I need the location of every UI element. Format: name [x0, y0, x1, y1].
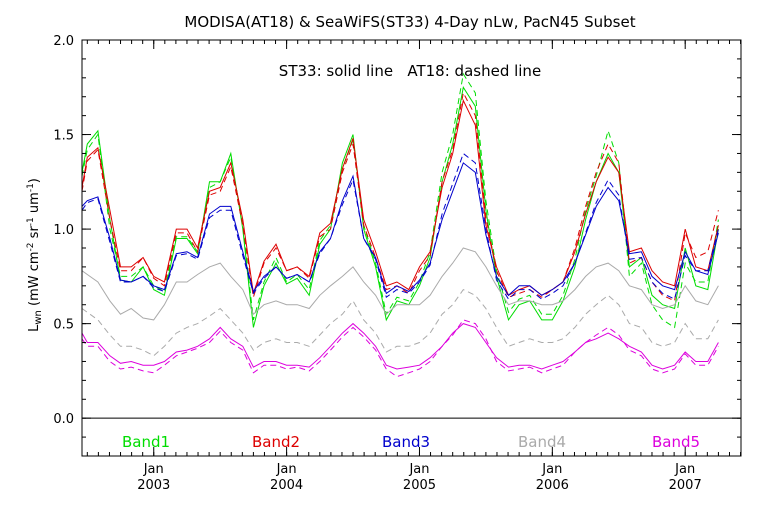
y-axis-label: Lwn (mW cm-2 sr-1 um-1) [26, 178, 44, 332]
x-tick-month-label: Jan [674, 462, 695, 477]
y-tick-label: 0.0 [53, 412, 74, 427]
x-tick-month-label: Jan [408, 462, 429, 477]
y-axis-label-unit-4: ) [27, 178, 42, 183]
legend-item-band5: Band5 [652, 433, 700, 451]
y-tick-label: 1.5 [53, 129, 74, 144]
x-tick-month-label: Jan [541, 462, 562, 477]
series-line-band3-at18 [81, 152, 719, 300]
series-line-band3-st33 [81, 162, 719, 297]
x-tick-month-label: Jan [276, 462, 297, 477]
y-axis-label-exp-3: -1 [26, 183, 36, 192]
y-axis-label-base: L [27, 324, 42, 332]
y-axis-label-unit-1: (mW cm [27, 251, 42, 310]
series-line-band5-st33 [81, 322, 719, 370]
y-axis-label-unit-3: um [27, 192, 42, 217]
plot-area: 0.00.51.01.52.0 Jan2003Jan2004Jan2005Jan… [53, 34, 742, 493]
legend-item-band3: Band3 [382, 433, 430, 451]
series-line-band1-st33 [81, 85, 719, 328]
series-line-band4-st33 [81, 247, 719, 321]
x-tick-year-label: 2004 [270, 478, 303, 493]
series-layer [81, 72, 719, 378]
x-tick-year-label: 2005 [403, 478, 436, 493]
y-axis-label-exp-2: -1 [26, 217, 36, 226]
legend-item-band1: Band1 [122, 433, 170, 451]
y-tick-label: 0.5 [53, 318, 74, 333]
series-line-band5-at18 [81, 319, 719, 378]
x-tick-year-label: 2007 [669, 478, 702, 493]
legend-item-band4: Band4 [518, 433, 566, 451]
y-axis-label-unit-2: sr [27, 226, 42, 243]
y-tick-label: 1.0 [53, 223, 74, 238]
y-tick-label: 2.0 [53, 34, 74, 49]
y-axis-label-subscript: wn [33, 310, 44, 325]
chart-title: MODISA(AT18) & SeaWiFS(ST33) 4-Day nLw, … [184, 13, 635, 31]
line-style-annotation: ST33: solid line AT18: dashed line [279, 62, 541, 80]
y-axis-ticks: 0.0 0.5 1.0 1.5 2.0 [53, 34, 741, 457]
legend: Band1 Band2 Band3 Band4 Band5 [122, 433, 700, 451]
x-tick-month-label: Jan [143, 462, 164, 477]
series-line-band4-at18 [81, 288, 719, 357]
x-tick-year-label: 2003 [137, 478, 170, 493]
series-line-band1-at18 [81, 72, 719, 329]
y-axis-label-exp-1: -2 [26, 242, 36, 251]
x-tick-year-label: 2006 [536, 478, 569, 493]
legend-item-band2: Band2 [252, 433, 300, 451]
series-line-band2-st33 [81, 98, 719, 297]
